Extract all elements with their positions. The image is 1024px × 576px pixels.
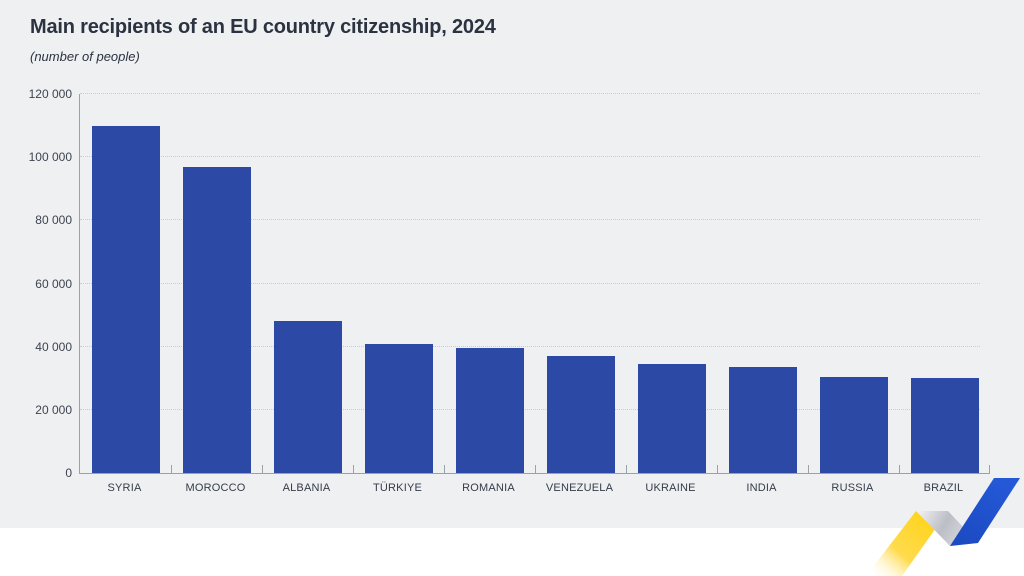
x-ticks [80,94,990,473]
bar-slot [80,94,171,473]
axis-tick [444,465,445,473]
bar-albania [273,321,342,473]
x-tick-label: MOROCCO [185,482,246,494]
plot-area [79,93,990,474]
axis-tick [353,465,354,473]
gridline [80,156,980,158]
y-tick-label: 100 000 [28,150,72,165]
bar-india [728,367,797,473]
chart-subtitle: (number of people) [30,49,140,64]
x-tick-label: RUSSIA [831,482,874,494]
gridline [80,93,980,94]
bar-slot [444,94,535,473]
axis-tick [626,465,627,473]
y-tick-label: 0 [65,466,72,480]
bar-slot [171,94,262,473]
y-tick-label: 60 000 [35,276,72,291]
axis-tick [989,465,990,473]
gridline [80,408,980,410]
bar-russia [819,376,888,473]
axis-tick [262,465,263,473]
axis-tick [899,465,900,473]
bar-slot [899,94,990,473]
x-tick-label: VENEZUELA [545,482,614,494]
bars [80,94,990,473]
x-tick-label: ROMANIA [462,482,515,494]
bar-romania [455,348,524,473]
axis-tick [808,465,809,473]
y-axis-labels: 0 20 000 40 000 60 000 80 000 100 000 120 000 [0,87,72,480]
x-tick-label: UKRAINE [645,482,696,494]
x-axis-labels: SYRIA MOROCCO ALBANIA TÜRKIYE ROMANIA VENEZUE… [79,482,989,494]
axis-tick [717,465,718,473]
bar-ukraine [637,364,706,473]
gridline [80,282,980,284]
axis-tick [171,465,172,473]
bar-slot [717,94,808,473]
chart-title: Main recipients of an EU country citizen… [30,16,496,38]
axis-tick [535,465,536,473]
x-tick-label: ALBANIA [282,482,331,494]
bar-slot [535,94,626,473]
y-tick-label: 20 000 [35,402,72,417]
x-tick-label: SYRIA [107,482,142,494]
bar-slot [626,94,717,473]
x-tick-label: BRAZIL [923,482,964,494]
bar-slot [353,94,444,473]
x-tick-label: INDIA [746,482,777,494]
gridline [80,345,980,347]
bar-brazil [910,378,979,473]
chart-panel: Main recipients of an EU country citizen… [0,0,1024,528]
x-tick-label: TÜRKIYE [372,482,423,494]
bar-slot [262,94,353,473]
bar-morocco [182,166,251,473]
y-tick-label: 40 000 [35,339,72,354]
y-tick-label: 120 000 [28,87,72,101]
gridline [80,219,980,221]
bar-slot [808,94,899,473]
y-tick-label: 80 000 [35,213,72,228]
bar-syria [91,125,160,473]
footer: eurostat [0,478,1024,576]
bar-venezuela [546,356,615,473]
bar-trkiye [364,343,433,473]
